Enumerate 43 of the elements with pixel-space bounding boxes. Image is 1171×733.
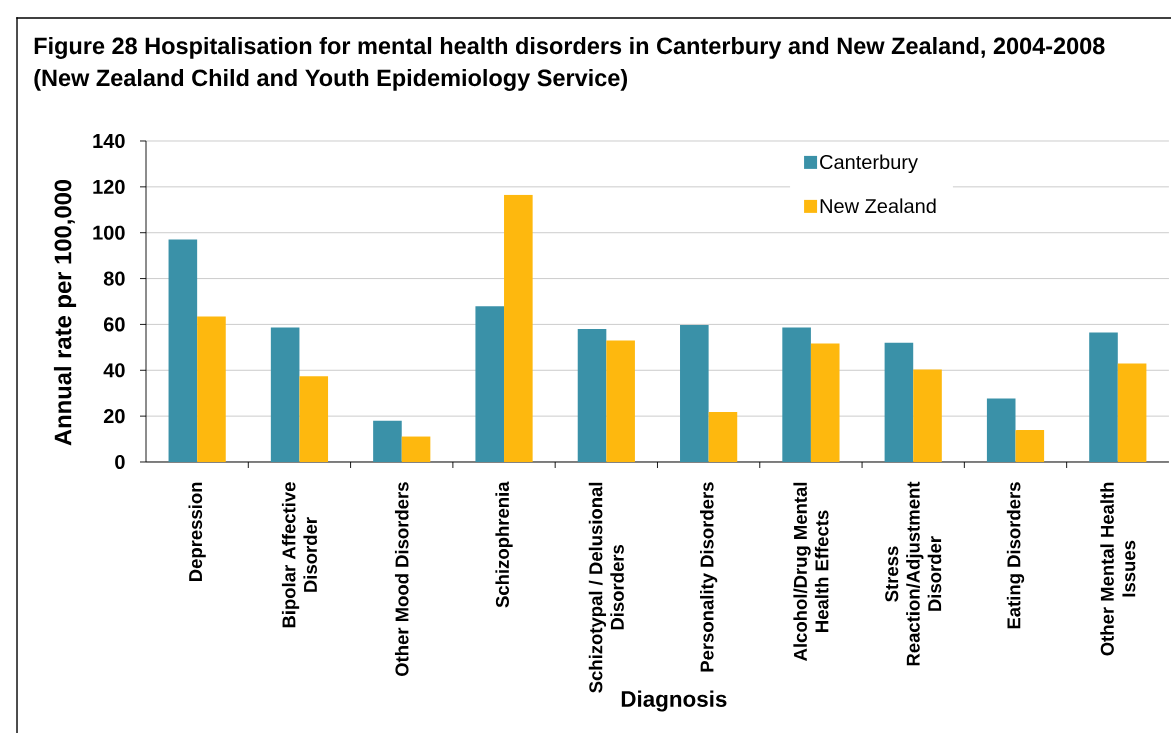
- chart-title: Figure 28 Hospitalisation for mental health disorders in Canterbury and New Zealand, 2004-2008: [34, 36, 1105, 59]
- y-axis-title: Annual rate per 100,000: [53, 179, 77, 446]
- y-tick-label: 140: [93, 133, 125, 149]
- bar: [1015, 430, 1045, 462]
- x-tick-label: Schizophrenia: [495, 481, 513, 608]
- bar: [197, 316, 226, 462]
- x-tick-label: Alcohol/Drug Mental Health Effects: [793, 482, 829, 661]
- chart-subtitle: (New Zealand Child and Youth Epidemiology Service): [34, 68, 628, 91]
- bar: [504, 194, 533, 462]
- bar: [475, 306, 505, 462]
- y-tick-label: 80: [103, 271, 125, 286]
- bar: [884, 342, 914, 462]
- bar: [986, 398, 1016, 462]
- x-tick-label: Personality Disorders: [700, 482, 718, 672]
- bar: [782, 327, 811, 462]
- bar: [270, 327, 300, 462]
- bar: [913, 369, 942, 462]
- y-tick-label: 20: [103, 409, 125, 424]
- bar: [1089, 332, 1118, 462]
- x-tick-label: Stress Reaction/Adjustment Disorder: [885, 481, 942, 666]
- x-tick-label: Bipolar Affective Disorder: [281, 482, 317, 628]
- bar: [680, 324, 709, 462]
- y-tick-label: 60: [103, 317, 125, 332]
- x-tick-label: Other Mental Health Issues: [1100, 482, 1136, 656]
- bar: [708, 412, 738, 462]
- x-tick-label: Depression: [188, 482, 206, 582]
- bar: [168, 239, 198, 462]
- bar: [299, 376, 329, 462]
- bar: [606, 340, 635, 462]
- y-tick-label: 100: [93, 225, 125, 240]
- legend-label: Canterbury: [820, 154, 918, 174]
- y-tick-label: 40: [103, 363, 125, 378]
- legend-label: New Zealand: [820, 198, 936, 214]
- x-tick-label: Eating Disorders: [1006, 482, 1025, 629]
- x-axis-title: Diagnosis: [621, 690, 727, 712]
- bar: [401, 436, 431, 462]
- y-tick-label: 120: [93, 179, 125, 194]
- x-tick-label: Other Mood Disorders: [394, 482, 409, 677]
- bar: [373, 420, 402, 462]
- bar: [810, 343, 840, 462]
- bar: [577, 329, 607, 462]
- y-tick-label: 0: [115, 454, 125, 470]
- bar: [1117, 363, 1147, 462]
